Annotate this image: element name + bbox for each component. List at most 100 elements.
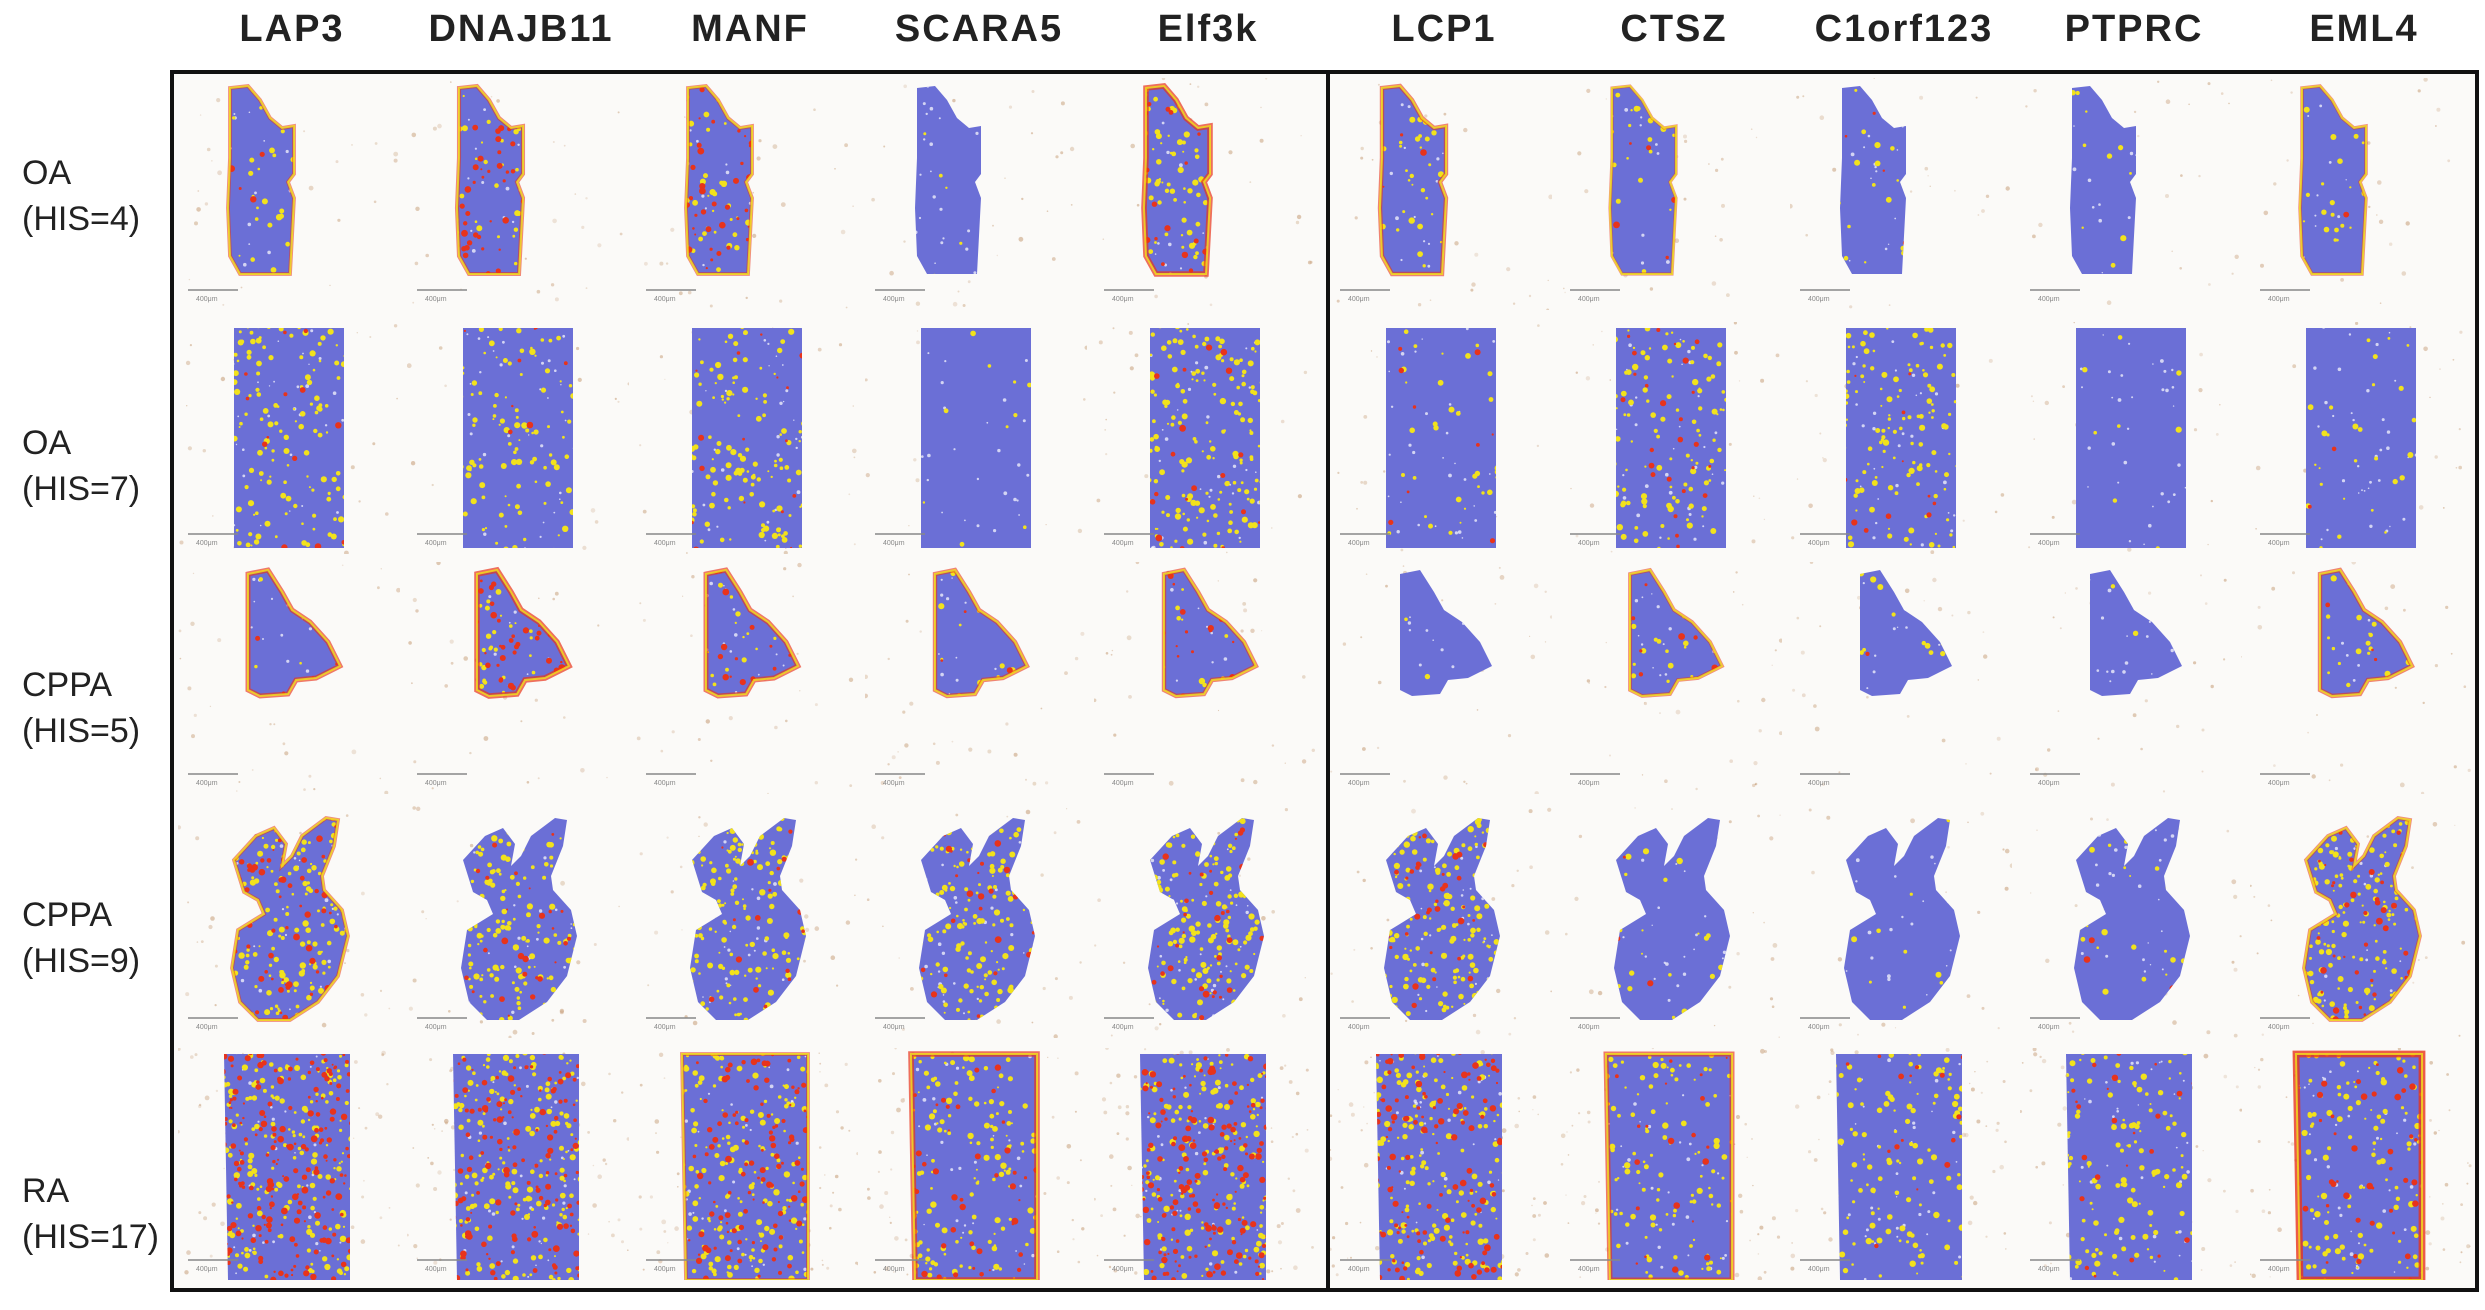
tissue-panel-eml4-row-3: 400μm <box>2250 562 2472 794</box>
tissue-map: 400μm <box>1800 808 2012 1036</box>
tissue-section <box>935 570 1027 696</box>
tissue-map: 400μm <box>2255 322 2463 548</box>
tissue-panel-elf3k-row-3: 400μm <box>1094 562 1316 794</box>
row-label-1: OA (HIS=7) <box>22 420 162 512</box>
tissue-map: 400μm <box>408 562 608 790</box>
tissue-map: 400μm <box>1790 78 2010 309</box>
scale-bar-label: 400μm <box>1112 780 1134 787</box>
edge-expression-inner <box>230 816 350 1021</box>
scale-bar-label: 400μm <box>1348 1024 1370 1031</box>
tissue-section <box>1614 818 1730 1020</box>
tissue-panel-dnajb11-row-2: 400μm <box>407 322 629 554</box>
tissue-map: 400μm <box>178 814 391 1031</box>
tissue-section <box>1164 570 1256 696</box>
tissue-panel-dnajb11-row-5: 400μm <box>407 1048 629 1280</box>
tissue-map: 400μm <box>1096 323 1308 554</box>
column-header-ctsz: CTSZ <box>1620 8 1728 50</box>
tissue-panel-manf-row-5: 400μm <box>636 1048 858 1280</box>
edge-expression-inner <box>934 568 1029 698</box>
expression-speckles <box>921 330 1031 547</box>
tissue-panel-ctsz-row-3: 400μm <box>1560 562 1782 794</box>
tissue-panel-lcp1-row-5: 400μm <box>1330 1048 1552 1280</box>
tissue-panel-ptprc-row-2: 400μm <box>2020 322 2242 554</box>
tissue-section <box>911 1054 1037 1280</box>
tissue-panel-ptprc-row-5: 400μm <box>2020 1048 2242 1280</box>
tissue-panel-ptprc-row-3: 400μm <box>2020 562 2242 794</box>
background-tissue <box>1792 562 2001 786</box>
tissue-section <box>2070 86 2136 274</box>
scale-bar-label: 400μm <box>2268 1266 2290 1273</box>
tissue-panel-ctsz-row-2: 400μm <box>1560 322 1782 554</box>
tissue-section <box>1140 1054 1266 1280</box>
column-header-dnajb11: DNAJB11 <box>428 8 614 50</box>
edge-expression-inner <box>2298 84 2368 275</box>
tissue-section <box>915 86 981 274</box>
scale-bar-label: 400μm <box>883 1266 905 1273</box>
tissue-panel-eml4-row-4: 400μm <box>2250 806 2472 1038</box>
tissue-panel-scara5-row-1: 400μm <box>865 78 1087 310</box>
tissue-map: 400μm <box>865 567 1085 787</box>
scale-bar-label: 400μm <box>1808 1024 1830 1031</box>
tissue-section <box>1144 86 1210 274</box>
tissue-section <box>1606 1054 1732 1280</box>
tissue-map: 400μm <box>1791 328 2005 554</box>
tissue-section <box>463 328 573 548</box>
tissue-section <box>228 86 294 274</box>
scale-bar-label: 400μm <box>883 780 905 787</box>
row-label-2: CPPA (HIS=5) <box>22 662 162 754</box>
tissue-panel-lcp1-row-2: 400μm <box>1330 322 1552 554</box>
expression-speckles <box>1840 86 1906 264</box>
expression-speckles <box>2070 86 2136 274</box>
row-label-group: RA <box>22 1172 70 1210</box>
tissue-section <box>1846 328 1956 548</box>
tissue-panel-lap3-row-3: 400μm <box>178 562 400 794</box>
tissue-map: 400μm <box>178 1048 400 1280</box>
tissue-map: 400μm <box>1336 83 1552 310</box>
tissue-section <box>2304 818 2420 1020</box>
edge-expression-inner <box>705 568 800 698</box>
edge-expression-inner <box>2319 568 2414 698</box>
expression-speckles <box>915 86 979 274</box>
tissue-panel-dnajb11-row-3: 400μm <box>407 562 629 794</box>
tissue-map: 400μm <box>188 84 399 306</box>
tissue-section <box>2306 328 2416 548</box>
edge-expression-inner <box>1629 568 1724 698</box>
tissue-section <box>686 86 752 274</box>
tissue-map: 400μm <box>1330 565 1552 794</box>
scale-bar-label: 400μm <box>1808 540 1830 547</box>
scale-bar-label: 400μm <box>196 1024 218 1031</box>
tissue-map: 400μm <box>1337 324 1540 552</box>
scale-bar-label: 400μm <box>1578 1266 1600 1273</box>
tissue-map: 400μm <box>1565 807 1781 1038</box>
edge-expression-inner <box>1608 84 1678 275</box>
tissue-map: 400μm <box>408 806 620 1038</box>
expression-speckles <box>2300 94 2366 274</box>
scale-bar-label: 400μm <box>2268 780 2290 787</box>
scale-bar-label: 400μm <box>2038 780 2060 787</box>
tissue-section <box>1836 1054 1962 1280</box>
tissue-section <box>1384 818 1500 1020</box>
tissue-panel-ctsz-row-1: 400μm <box>1560 78 1782 310</box>
scale-bar-label: 400μm <box>2268 1024 2290 1031</box>
scale-bar-label: 400μm <box>425 780 447 787</box>
tissue-section <box>1386 328 1496 548</box>
tissue-panel-eml4-row-2: 400μm <box>2250 322 2472 554</box>
expression-speckles <box>2296 1054 2422 1280</box>
tissue-section <box>2076 328 2186 548</box>
expression-speckles <box>2306 328 2416 548</box>
tissue-map: 400μm <box>1570 567 1782 791</box>
tissue-section <box>477 570 569 696</box>
tissue-panel-elf3k-row-2: 400μm <box>1094 322 1316 554</box>
tissue-panel-scara5-row-3: 400μm <box>865 562 1087 794</box>
row-label-3: CPPA (HIS=9) <box>22 892 162 984</box>
tissue-panel-elf3k-row-5: 400μm <box>1094 1048 1316 1280</box>
scale-bar-label: 400μm <box>2268 296 2290 303</box>
tissue-section <box>453 1054 579 1280</box>
scale-bar-label: 400μm <box>196 540 218 547</box>
tissue-panel-c1orf123-row-4: 400μm <box>1790 806 2012 1038</box>
scale-bar-label: 400μm <box>654 780 676 787</box>
tissue-map: 400μm <box>871 84 1075 307</box>
tissue-panel-eml4-row-1: 400μm <box>2250 78 2472 310</box>
tissue-section <box>2066 1054 2192 1280</box>
scale-bar-label: 400μm <box>196 296 218 303</box>
